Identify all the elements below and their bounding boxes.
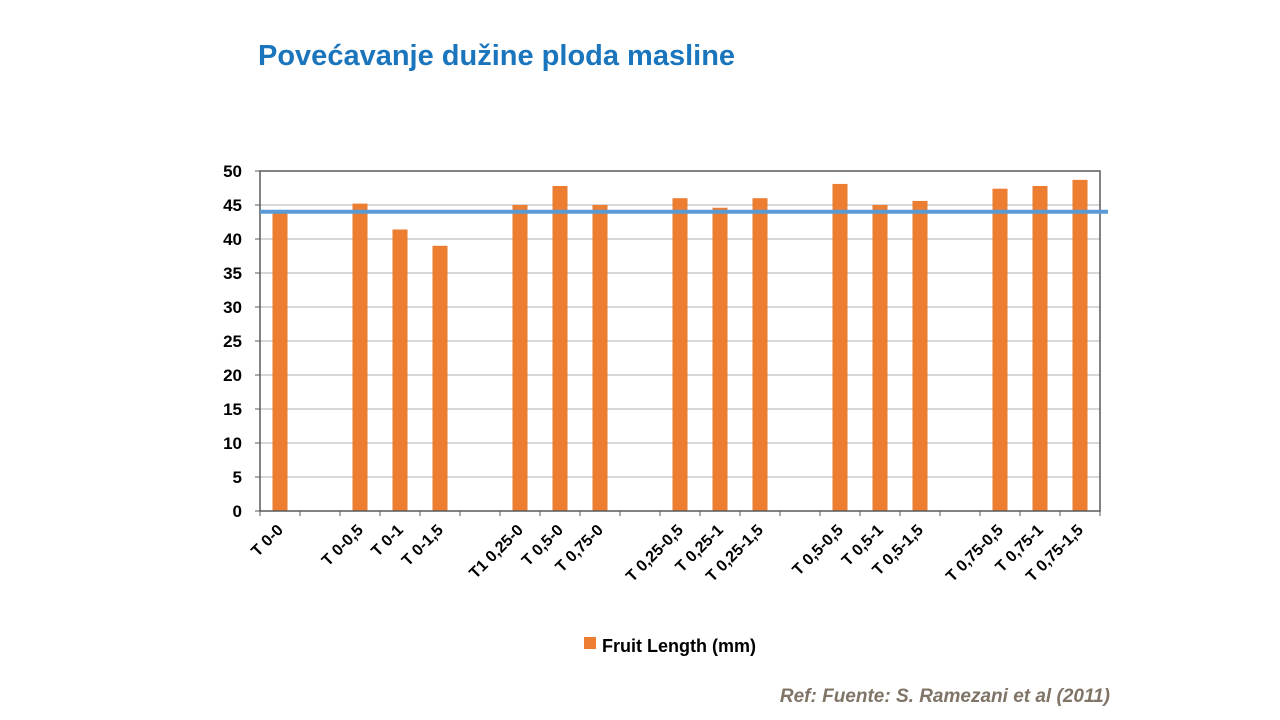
bar [352, 203, 368, 511]
bars [272, 179, 1088, 512]
x-tick-label: T 0-0,5 [319, 522, 367, 570]
bar [912, 200, 928, 512]
y-tick-label: 45 [223, 196, 242, 215]
y-tick-label: 10 [223, 434, 242, 453]
x-tick-label: T 0,25-0,5 [623, 522, 687, 586]
y-tick-label: 40 [223, 230, 242, 249]
bar [1032, 185, 1048, 511]
bar [872, 205, 888, 511]
bar [432, 245, 448, 512]
bar [272, 211, 288, 512]
bar [592, 205, 608, 511]
bar [992, 188, 1008, 511]
y-tick-label: 35 [223, 264, 242, 283]
x-axis-ticks: T 0-0 T 0-0,5 T 0-1T 0-1,5 T1 0,25-0T 0,5-0… [248, 511, 1101, 586]
bar [552, 185, 568, 511]
y-tick-label: 20 [223, 366, 242, 385]
y-tick-label: 0 [233, 502, 242, 521]
y-tick-label: 5 [233, 468, 242, 487]
x-tick-label: T 0,75-0,5 [943, 522, 1007, 586]
reference-citation: Ref: Fuente: S. Ramezani et al (2011) [779, 686, 1110, 707]
page-title: Povećavanje dužine ploda masline [258, 40, 736, 72]
y-tick-label: 30 [223, 298, 242, 317]
bar [1072, 179, 1088, 511]
legend-swatch [584, 637, 596, 649]
y-tick-label: 50 [223, 162, 242, 181]
legend-label: Fruit Length (mm) [602, 636, 756, 656]
y-axis-ticks: 0 5 10 15 20 25 30 35 40 45 50 [223, 162, 260, 521]
y-tick-label: 15 [223, 400, 242, 419]
bar [712, 207, 728, 511]
bar [672, 198, 688, 511]
x-tick-label: T 0,5-0,5 [790, 522, 847, 579]
x-tick-label: T 0-0 [248, 522, 286, 560]
bar [832, 183, 848, 512]
bar [512, 205, 528, 511]
bar [392, 229, 408, 512]
x-tick-label: T 0-1,5 [399, 522, 447, 570]
x-tick-label: T1 0,25-0 [466, 522, 527, 583]
legend: Fruit Length (mm) [584, 636, 756, 656]
y-tick-label: 25 [223, 332, 242, 351]
bar [752, 198, 768, 511]
